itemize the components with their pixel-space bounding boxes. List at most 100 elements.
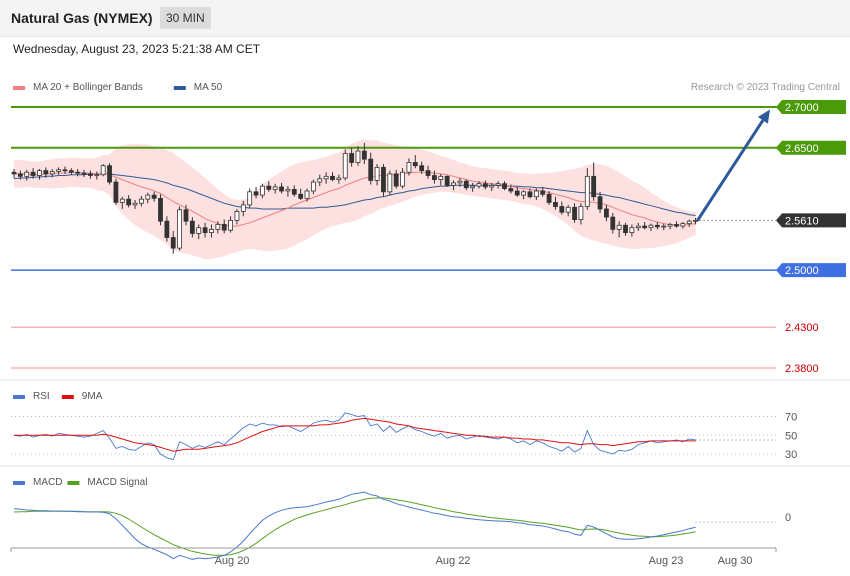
candle [489,182,495,192]
candle [30,168,36,179]
candle-body [578,206,584,220]
pivot-price-tag [776,263,846,278]
candle [451,180,456,191]
candle [56,167,61,175]
candle-body [183,209,189,222]
candle [285,186,291,197]
legend-label: RSI [33,391,50,402]
candle [508,184,514,194]
macd-line [13,491,696,560]
legend-label: MA 20 + Bollinger Bands [33,82,143,93]
candle-body [693,219,698,222]
candle [635,222,641,231]
legend-swatch [13,86,25,90]
candle-body [323,175,329,180]
candle [62,166,68,174]
candle [119,196,125,209]
candle-body [648,224,654,229]
rsi-tick-label: 50 [785,430,797,442]
candle-body [56,169,61,172]
candle-body [546,193,552,203]
candle [49,168,55,178]
legend-swatch [173,86,186,90]
candle-body [158,197,163,222]
candle-body [145,194,151,200]
candle-body [349,153,355,163]
candle [686,219,692,227]
rsi-tick-label: 30 [785,449,797,461]
candle [432,170,437,184]
candle-body [400,171,405,187]
candle [336,174,342,184]
candle [648,223,654,231]
candle [387,170,393,196]
candle [584,168,590,210]
ma50-line [13,173,696,216]
candle-body [75,171,81,174]
candle-body [291,188,297,195]
legend-swatch [13,481,25,485]
candle-body [228,219,233,231]
candle [279,182,284,194]
candle [674,221,679,228]
candle [578,203,584,225]
candle [425,165,431,179]
candle [470,182,476,192]
candle-body [62,169,68,172]
candle-body [202,227,208,234]
candle-body [502,183,507,189]
candle-body [591,175,597,198]
forecast-arrow-shaft [696,119,765,222]
candle [209,224,214,238]
candle-body [361,150,367,160]
candle-body [355,150,361,163]
candle [228,216,233,233]
rsi-9ma-line [14,417,696,452]
candle-body [489,184,495,188]
candle-body [604,208,609,218]
resistance-label: 2.7000 [785,102,819,114]
candle-body [298,193,304,199]
timestamp: Wednesday, August 23, 2023 5:21:38 AM CE… [13,42,261,56]
time-axis-label: Aug 22 [436,555,471,567]
candle-body [565,206,571,213]
candle [215,221,221,234]
candle [132,199,138,209]
candle [680,222,686,229]
ma20-line [14,171,696,227]
candle [189,217,195,238]
candle-body [616,224,622,230]
candle [88,170,93,179]
candle-body [138,198,144,204]
candle [126,195,132,208]
legend-swatch [67,481,80,485]
candle-body [572,206,577,220]
candle-body [196,227,202,234]
time-axis: Aug 20 Aug 22 Aug 23 Aug 30 [10,547,777,567]
candle-body [126,198,132,206]
candle [693,217,698,225]
candle-body [470,185,476,189]
candle-body [30,171,36,176]
candle-body [482,183,488,188]
candle-body [209,228,214,234]
interval-badge[interactable]: 30 MIN [160,7,211,29]
candle-body [88,173,93,176]
candle [361,142,367,165]
candle-body [119,198,125,203]
candle [298,188,304,200]
candle [419,161,425,174]
candle-body [49,171,55,175]
candle [482,180,488,190]
candle [355,146,361,166]
candle-body [234,210,240,221]
candle-body [674,224,679,227]
candle [317,174,323,187]
price-panel: MA 20 + Bollinger Bands MA 50 2.7000 2.6500… [0,82,850,467]
candle [24,169,30,181]
candle [623,222,628,236]
candle [533,188,539,200]
candle [17,170,23,180]
